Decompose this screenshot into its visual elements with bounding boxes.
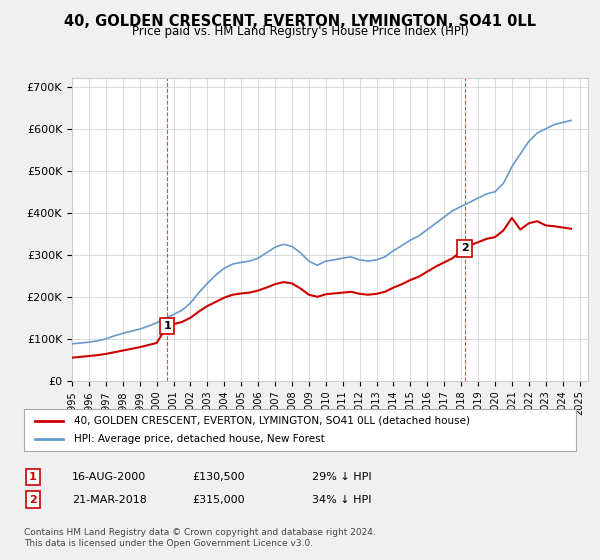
Text: 2: 2 [461,244,469,254]
Text: £130,500: £130,500 [192,472,245,482]
Text: 40, GOLDEN CRESCENT, EVERTON, LYMINGTON, SO41 0LL (detached house): 40, GOLDEN CRESCENT, EVERTON, LYMINGTON,… [74,416,470,426]
Text: HPI: Average price, detached house, New Forest: HPI: Average price, detached house, New … [74,434,325,444]
Text: £315,000: £315,000 [192,494,245,505]
Text: 34% ↓ HPI: 34% ↓ HPI [312,494,371,505]
Text: 29% ↓ HPI: 29% ↓ HPI [312,472,371,482]
Text: Contains HM Land Registry data © Crown copyright and database right 2024.
This d: Contains HM Land Registry data © Crown c… [24,528,376,548]
Text: 21-MAR-2018: 21-MAR-2018 [72,494,147,505]
Text: 40, GOLDEN CRESCENT, EVERTON, LYMINGTON, SO41 0LL: 40, GOLDEN CRESCENT, EVERTON, LYMINGTON,… [64,14,536,29]
Text: Price paid vs. HM Land Registry's House Price Index (HPI): Price paid vs. HM Land Registry's House … [131,25,469,38]
Text: 1: 1 [29,472,37,482]
Text: 2: 2 [29,494,37,505]
Text: 16-AUG-2000: 16-AUG-2000 [72,472,146,482]
Text: 1: 1 [163,321,171,331]
